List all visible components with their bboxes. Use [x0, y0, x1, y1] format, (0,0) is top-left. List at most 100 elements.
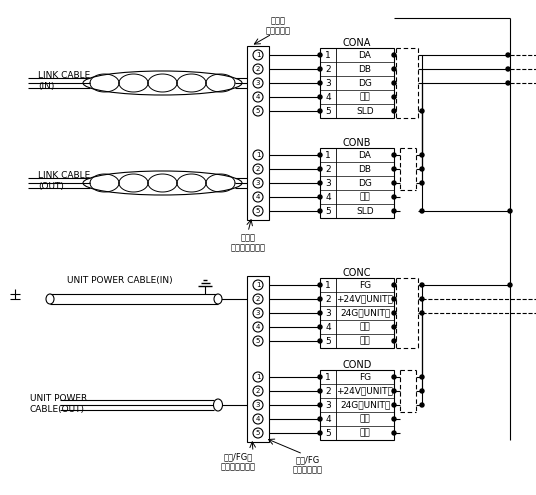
Circle shape	[392, 403, 396, 407]
Circle shape	[253, 322, 263, 332]
Circle shape	[253, 386, 263, 396]
Text: 1: 1	[256, 152, 260, 158]
Circle shape	[420, 209, 424, 213]
Text: 1: 1	[256, 282, 260, 288]
Circle shape	[420, 283, 424, 287]
Circle shape	[253, 106, 263, 116]
Circle shape	[318, 339, 322, 343]
Circle shape	[392, 195, 396, 199]
Text: 空余: 空余	[360, 193, 370, 201]
Circle shape	[318, 389, 322, 393]
Text: 1: 1	[325, 281, 331, 290]
Circle shape	[318, 167, 322, 171]
Text: DG: DG	[358, 179, 372, 188]
Circle shape	[318, 109, 322, 113]
Text: 电源/FG用
直接安装连接器: 电源/FG用 直接安装连接器	[220, 452, 256, 472]
Circle shape	[420, 389, 424, 393]
Text: LINK CABLE
(IN): LINK CABLE (IN)	[38, 71, 90, 91]
Circle shape	[318, 403, 322, 407]
Circle shape	[318, 181, 322, 185]
Ellipse shape	[214, 294, 222, 304]
Circle shape	[253, 206, 263, 216]
Text: 空余: 空余	[360, 414, 370, 424]
Text: 1: 1	[256, 52, 260, 58]
Circle shape	[392, 283, 396, 287]
Circle shape	[253, 150, 263, 160]
Circle shape	[318, 417, 322, 421]
Text: CONC: CONC	[343, 268, 371, 278]
Circle shape	[420, 311, 424, 315]
Text: 2: 2	[325, 64, 331, 73]
Circle shape	[420, 375, 424, 379]
Text: 5: 5	[256, 108, 260, 114]
Text: 2: 2	[325, 295, 331, 303]
Text: 1: 1	[325, 50, 331, 59]
Circle shape	[420, 109, 424, 113]
Circle shape	[318, 209, 322, 213]
Circle shape	[253, 192, 263, 202]
Text: 5: 5	[325, 106, 331, 115]
Bar	[320, 48, 394, 118]
Bar	[249, 278, 267, 348]
Text: 4: 4	[256, 416, 260, 422]
Circle shape	[318, 431, 322, 435]
Ellipse shape	[213, 399, 222, 411]
Circle shape	[318, 53, 322, 57]
Bar	[249, 48, 267, 118]
Circle shape	[253, 294, 263, 304]
Text: 空余: 空余	[360, 93, 370, 101]
Circle shape	[392, 297, 396, 301]
Text: 3: 3	[325, 400, 331, 409]
Text: 2: 2	[325, 164, 331, 174]
Text: 1: 1	[256, 374, 260, 380]
Circle shape	[508, 283, 512, 287]
Ellipse shape	[46, 294, 54, 304]
Circle shape	[392, 53, 396, 57]
Circle shape	[253, 428, 263, 438]
Text: 4: 4	[325, 93, 331, 101]
Bar	[249, 370, 267, 440]
Text: 24G（UNIT）: 24G（UNIT）	[340, 308, 390, 317]
Circle shape	[318, 375, 322, 379]
Text: 电源/FG
用在线连接器: 电源/FG 用在线连接器	[293, 455, 323, 475]
Text: DA: DA	[359, 150, 371, 159]
Text: LINK CABLE
(OUT): LINK CABLE (OUT)	[38, 171, 90, 191]
Text: UNIT POWER CABLE(IN): UNIT POWER CABLE(IN)	[67, 277, 173, 286]
Text: 4: 4	[256, 94, 260, 100]
Circle shape	[253, 308, 263, 318]
Text: DA: DA	[359, 50, 371, 59]
Circle shape	[318, 283, 322, 287]
Circle shape	[420, 181, 424, 185]
Text: FG: FG	[359, 281, 371, 290]
Circle shape	[318, 81, 322, 85]
Text: SLD: SLD	[356, 206, 374, 215]
Circle shape	[392, 95, 396, 99]
Text: 5: 5	[256, 208, 260, 214]
Circle shape	[253, 280, 263, 290]
Circle shape	[253, 414, 263, 424]
Text: 4: 4	[325, 323, 331, 332]
Circle shape	[506, 67, 510, 71]
Text: 2: 2	[256, 66, 260, 72]
Bar	[320, 370, 394, 440]
Text: 3: 3	[325, 308, 331, 317]
Text: 24G（UNIT）: 24G（UNIT）	[340, 400, 390, 409]
Circle shape	[420, 167, 424, 171]
Text: 5: 5	[325, 206, 331, 215]
Text: UNIT POWER
CABLE(OUT): UNIT POWER CABLE(OUT)	[30, 395, 87, 414]
Text: 4: 4	[325, 414, 331, 424]
Circle shape	[253, 64, 263, 74]
Circle shape	[318, 95, 322, 99]
Text: CONB: CONB	[343, 138, 371, 148]
Circle shape	[420, 297, 424, 301]
Text: DB: DB	[359, 64, 371, 73]
Text: 4: 4	[325, 193, 331, 201]
Text: 1: 1	[325, 150, 331, 159]
Text: DG: DG	[358, 79, 372, 88]
Circle shape	[253, 400, 263, 410]
Circle shape	[318, 153, 322, 157]
Text: +24V（UNIT）: +24V（UNIT）	[337, 387, 393, 396]
Text: 4: 4	[256, 194, 260, 200]
Text: 5: 5	[256, 430, 260, 436]
Text: +24V（UNIT）: +24V（UNIT）	[337, 295, 393, 303]
